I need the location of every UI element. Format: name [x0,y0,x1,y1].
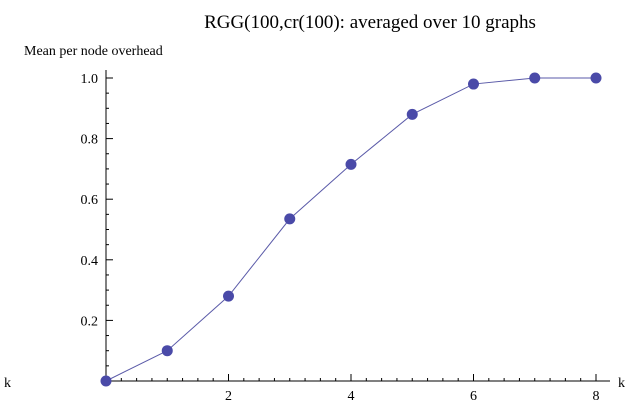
y-axis-label: Mean per node overhead [24,44,163,59]
axes [105,70,610,382]
y-tick-label: 1.0 [81,72,99,87]
y-tick-label: 0.8 [81,133,99,148]
x-tick-label: 6 [470,389,477,404]
y-tick-label: 0.2 [81,314,99,329]
x-axis-label: k [618,376,625,391]
data-point [345,158,357,170]
y-tick-label: 0.4 [81,254,99,269]
data-point [161,345,173,357]
series-line [105,77,596,382]
x-tick-label: 8 [593,389,600,404]
data-point [223,290,234,302]
series-layer [100,72,602,387]
x-tick-label: 2 [225,389,232,404]
data-point [468,78,479,90]
x-tick-label: 4 [348,389,355,404]
data-point [284,213,296,225]
chart-title: RGG(100,cr(100): averaged over 10 graphs [204,12,536,33]
tick-marks [105,77,597,381]
data-point [100,375,112,387]
y-tick-label: 0.6 [81,193,99,208]
tick-labels: 2 4 6 8 0.2 0.4 0.6 0.8 1.0 [81,72,600,404]
data-point [406,108,418,120]
data-point [529,72,541,84]
left-axis-label: k [4,376,11,391]
data-point [590,72,602,84]
